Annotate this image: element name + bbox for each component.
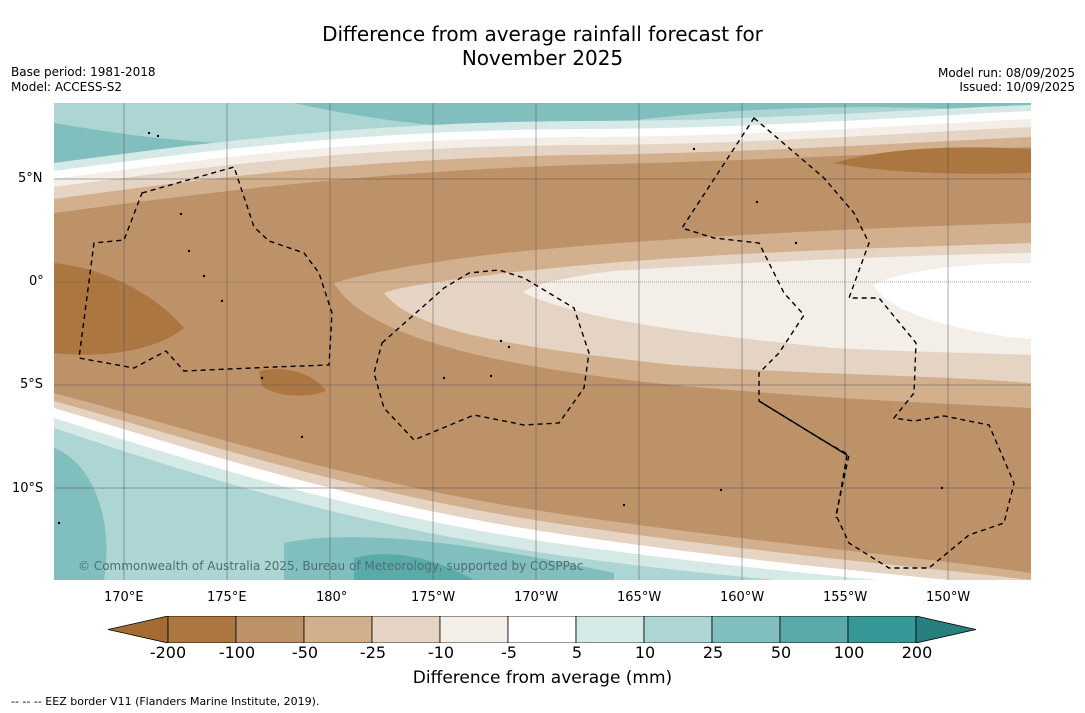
cbar-tick: -25 [359, 643, 387, 662]
eez-legend-note: -- -- -- EEZ border V11 (Flanders Marine… [11, 695, 320, 708]
lon-label-160w: 160°W [720, 590, 765, 605]
lat-label-5n: 5°N [18, 171, 43, 186]
lon-label-170w: 170°W [514, 590, 559, 605]
eez-tuvalu-kiribati [78, 166, 333, 372]
colorbar-segment [439, 616, 509, 643]
cbar-tick: 5 [571, 643, 583, 662]
lat-label-0: 0° [29, 274, 44, 289]
cbar-tick: -5 [501, 643, 517, 662]
lon-label-155w: 155°W [823, 590, 868, 605]
patch-ne-m100 [834, 147, 1031, 174]
band-sw-50 [54, 448, 107, 580]
copyright-notice: © Commonwealth of Australia 2025, Bureau… [78, 559, 583, 573]
lon-label-165w: 165°W [617, 590, 662, 605]
patch-c-m100 [259, 369, 326, 396]
map-fill [54, 103, 1031, 580]
lat-label-10s: 10°S [12, 481, 44, 496]
cbar-tick: 50 [770, 643, 792, 662]
colorbar-segment [303, 616, 373, 643]
cbar-tick: -10 [427, 643, 455, 662]
colorbar [108, 616, 977, 643]
chart-title-line1: Difference from average rainfall forecas… [322, 22, 763, 46]
lon-label-175e: 175°E [207, 590, 247, 605]
lon-label-150w: 150°W [926, 590, 971, 605]
colorbar-label: Difference from average (mm) [412, 668, 673, 688]
lon-label-175w: 175°W [411, 590, 456, 605]
cbar-tick: 10 [634, 643, 656, 662]
colorbar-segment [779, 616, 849, 643]
colorbar-extend-low [108, 616, 169, 643]
colorbar-segment [371, 616, 441, 643]
patch-w-m100 [54, 263, 184, 355]
colorbar-segment [643, 616, 713, 643]
colorbar-segment [235, 616, 305, 643]
lon-label-180: 180° [316, 590, 348, 605]
colorbar-segment [711, 616, 781, 643]
cbar-tick: 200 [901, 643, 933, 662]
model-run: Model run: 08/09/2025 [937, 66, 1075, 80]
graticule [54, 103, 1031, 580]
colorbar-extend-high [915, 616, 977, 643]
lat-label-5s: 5°S [20, 377, 44, 392]
colorbar-segment [847, 616, 917, 643]
cbar-tick: -50 [291, 643, 319, 662]
rainfall-anomaly-map: © Commonwealth of Australia 2025, Bureau… [54, 103, 1031, 580]
island-markers [57, 131, 944, 525]
cbar-tick: -200 [149, 643, 187, 662]
cbar-tick: -100 [218, 643, 256, 662]
colorbar-segment [167, 616, 237, 643]
eez-border-solid [758, 400, 848, 519]
colorbar-segment [507, 616, 577, 643]
eez-borders [78, 116, 1015, 569]
model-name: Model: ACCESS-S2 [11, 80, 123, 94]
issued-date: Issued: 10/09/2025 [959, 80, 1075, 94]
eez-kiribati-line-islands [680, 116, 1015, 569]
eez-tokelau [373, 269, 590, 441]
colorbar-segment [575, 616, 645, 643]
chart-title-line2: November 2025 [461, 46, 624, 70]
cbar-tick: 100 [833, 643, 865, 662]
base-period: Base period: 1981-2018 [11, 65, 156, 79]
band-n-50 [294, 103, 1031, 130]
lon-label-170e: 170°E [104, 590, 144, 605]
band-c-5 [874, 263, 1031, 339]
cbar-tick: 25 [702, 643, 724, 662]
band-s-100 [354, 554, 474, 580]
